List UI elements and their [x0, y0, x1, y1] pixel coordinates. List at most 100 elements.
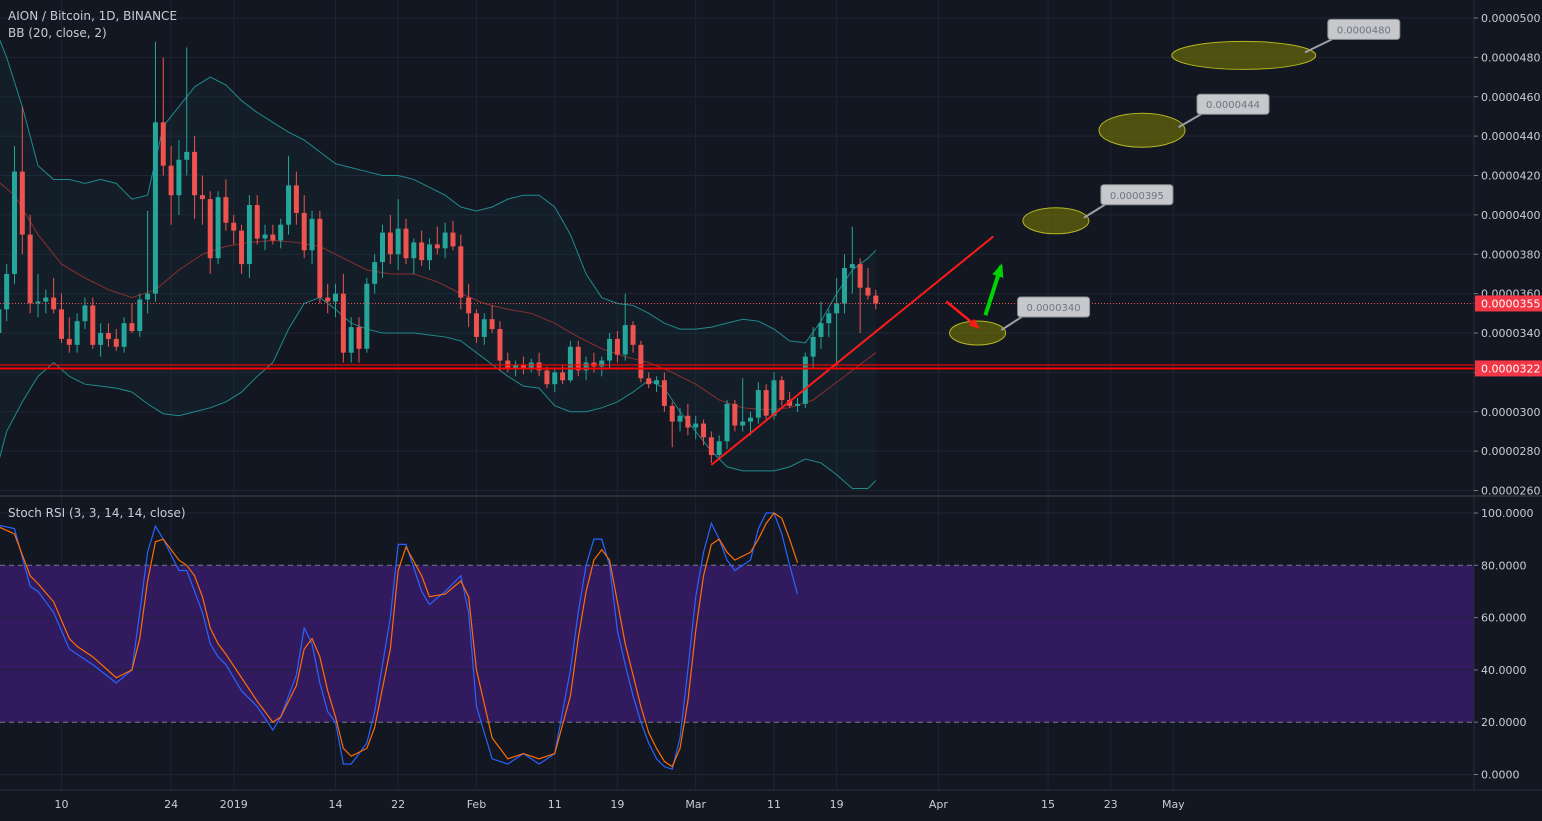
candle-body	[481, 319, 487, 337]
candle-body	[254, 205, 260, 239]
target-ellipse	[1022, 207, 1090, 235]
candle-body	[98, 333, 104, 345]
candle-body	[607, 338, 613, 361]
candle-body	[787, 399, 793, 406]
candle-body	[66, 338, 72, 345]
candle-body	[121, 323, 127, 347]
candle-body	[873, 295, 879, 304]
callout-pointer	[1304, 38, 1333, 54]
price-tick-label: 0.0000500	[1481, 12, 1541, 25]
candle-body	[834, 303, 840, 314]
candle-body	[669, 405, 675, 422]
candle-body	[0, 309, 2, 333]
candle-body	[450, 232, 456, 247]
callout-box	[1017, 296, 1091, 318]
candle-body	[278, 224, 284, 241]
candle-body	[395, 228, 401, 255]
candle-body	[685, 415, 691, 428]
candle-body	[622, 325, 628, 355]
candle-body	[630, 325, 636, 345]
candle-body	[849, 264, 855, 269]
stoch-rsi-label: Stoch RSI (3, 3, 14, 14, close)	[8, 506, 186, 520]
bb-indicator-label: BB (20, close, 2)	[8, 26, 107, 40]
price-tick-label: 0.0000280	[1481, 445, 1541, 458]
time-axis-label: 19	[610, 798, 624, 811]
time-axis-label: 14	[329, 798, 343, 811]
candle-body	[489, 319, 495, 330]
bollinger-lower-line	[0, 296, 877, 490]
candle-body	[473, 313, 479, 337]
target-price-label: 0.0000480	[1337, 25, 1391, 36]
price-tick-label: 0.0000400	[1481, 209, 1541, 222]
stoch-tick-label: 100.0000	[1481, 507, 1534, 520]
price-tick-label: 0.0000300	[1481, 406, 1541, 419]
candle-body	[184, 151, 190, 160]
stoch-tick-label: 20.0000	[1481, 716, 1527, 729]
stoch-pane	[0, 497, 1474, 790]
candle-body	[544, 370, 550, 385]
stoch-d-line	[0, 512, 799, 768]
candle-body	[35, 301, 41, 304]
time-axis-label: 15	[1041, 798, 1055, 811]
time-axis-label: Apr	[929, 798, 949, 811]
candle-body	[340, 293, 346, 353]
candle-body	[583, 362, 589, 371]
candle-body	[426, 244, 432, 261]
price-tick-label: 0.0000440	[1481, 130, 1541, 143]
stoch-band	[0, 565, 1474, 723]
time-axis-label: 10	[54, 798, 68, 811]
candle-body	[199, 195, 205, 200]
candle-body	[145, 293, 151, 300]
candle-body	[599, 360, 605, 367]
candle-body	[411, 242, 417, 259]
candle-body	[74, 321, 80, 345]
candle-body	[841, 268, 847, 304]
price-pane: 0.0000340 0.0000395 0.0000444 0.0000480	[0, 0, 1474, 496]
red-arrow-head	[968, 318, 980, 329]
candle-body	[176, 159, 182, 196]
candle-body	[403, 228, 409, 259]
stoch-tick-label: 80.0000	[1481, 559, 1527, 572]
time-axis-label: 11	[548, 798, 562, 811]
time-axis-label: 2019	[220, 798, 248, 811]
candle-body	[497, 329, 503, 361]
candle-body	[43, 297, 49, 302]
candle-body	[818, 323, 824, 337]
stoch-tick-label: 40.0000	[1481, 664, 1527, 677]
candle-body	[763, 390, 769, 416]
candle-body	[732, 403, 738, 426]
candle-body	[466, 297, 472, 314]
candle-body	[160, 122, 166, 166]
candle-body	[779, 380, 785, 400]
candle-body	[301, 212, 307, 251]
price-tick-label: 0.0000340	[1481, 327, 1541, 340]
candle-body	[677, 415, 683, 422]
callout-pointer	[1178, 113, 1202, 129]
candle-body	[372, 262, 378, 284]
time-axis-label: Mar	[685, 798, 706, 811]
price-tick-label: 0.0000260	[1481, 485, 1541, 498]
candle-body	[442, 232, 448, 249]
target-ellipse	[1098, 112, 1186, 148]
target-price-label: 0.0000340	[1027, 303, 1081, 314]
candle-body	[105, 333, 111, 339]
candle-body	[614, 338, 620, 355]
candle-body	[755, 390, 761, 418]
candle-body	[333, 293, 339, 302]
candle-body	[231, 222, 237, 231]
candle-body	[262, 234, 268, 239]
candle-body	[317, 218, 323, 298]
price-tick-label: 0.0000460	[1481, 91, 1541, 104]
time-axis-label: 23	[1104, 798, 1118, 811]
candle-body	[348, 327, 354, 353]
candle-body	[325, 297, 331, 302]
candle-body	[82, 305, 88, 322]
candle-body	[810, 336, 816, 357]
candle-body	[356, 327, 362, 349]
callout-pointer	[1000, 316, 1023, 331]
candle-body	[693, 423, 699, 428]
target-ellipse	[1171, 40, 1317, 70]
candle-body	[4, 273, 10, 310]
price-tick-label: 0.0000420	[1481, 170, 1541, 183]
